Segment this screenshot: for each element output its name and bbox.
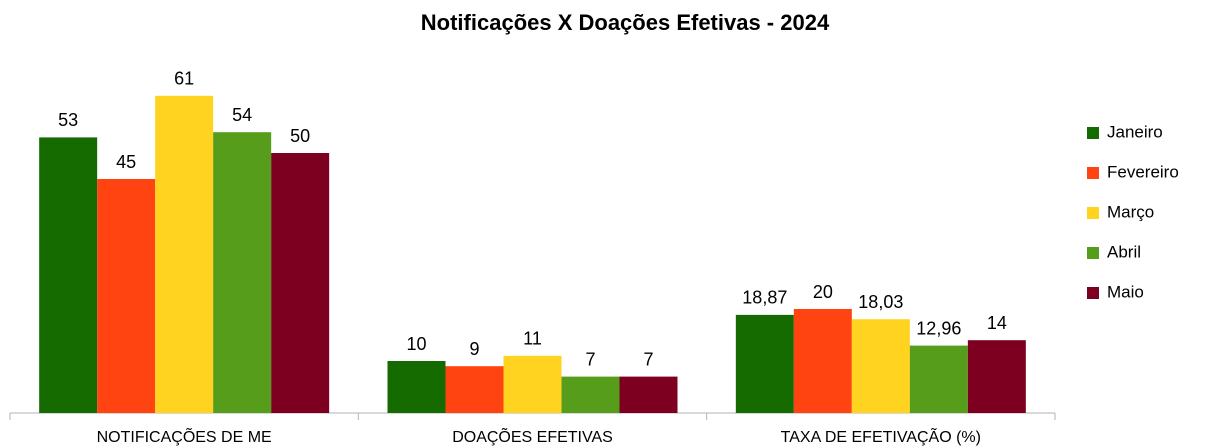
data-label: 11: [523, 329, 542, 349]
bar: [503, 355, 562, 413]
bar: [619, 376, 678, 413]
data-label: 14: [987, 313, 1007, 333]
bar: [909, 345, 968, 413]
legend-label: Março: [1107, 202, 1154, 221]
data-label: 20: [813, 282, 833, 302]
data-label: 50: [290, 126, 310, 146]
data-label: 10: [406, 334, 426, 354]
data-label: 12,96: [916, 318, 961, 338]
data-label: 7: [585, 349, 595, 369]
bar: [967, 340, 1026, 413]
data-label: 54: [232, 105, 252, 125]
x-tick-label: TAXA DE EFETIVAÇÃO (%): [781, 426, 981, 446]
bar: [97, 179, 156, 413]
bar: [155, 95, 214, 414]
x-tick-label: NOTIFICAÇÕES DE ME: [97, 426, 272, 446]
bar: [445, 366, 504, 413]
legend-label: Abril: [1107, 242, 1141, 261]
legend-swatch: [1087, 287, 1099, 299]
legend-label: Maio: [1107, 282, 1144, 301]
data-label: 18,03: [858, 292, 903, 312]
chart-title: Notificações X Doações Efetivas - 2024: [421, 10, 830, 35]
data-label: 7: [643, 349, 653, 369]
data-label: 18,87: [742, 288, 787, 308]
bar: [793, 309, 852, 413]
bar: [213, 132, 272, 413]
x-tick-label: DOAÇÕES EFETIVAS: [452, 426, 613, 446]
legend-swatch: [1087, 207, 1099, 219]
bar: [271, 153, 330, 413]
bar: [851, 319, 910, 413]
bar: [561, 376, 620, 413]
legend-swatch: [1087, 167, 1099, 179]
legend-label: Janeiro: [1107, 122, 1163, 141]
bar: [735, 314, 794, 413]
legend-swatch: [1087, 127, 1099, 139]
legend-label: Fevereiro: [1107, 162, 1179, 181]
data-label: 53: [58, 110, 78, 130]
bar: [39, 137, 98, 413]
legend-swatch: [1087, 247, 1099, 259]
bar: [387, 361, 446, 413]
data-label: 9: [469, 339, 479, 359]
data-label: 45: [116, 152, 136, 172]
data-label: 61: [174, 69, 194, 89]
